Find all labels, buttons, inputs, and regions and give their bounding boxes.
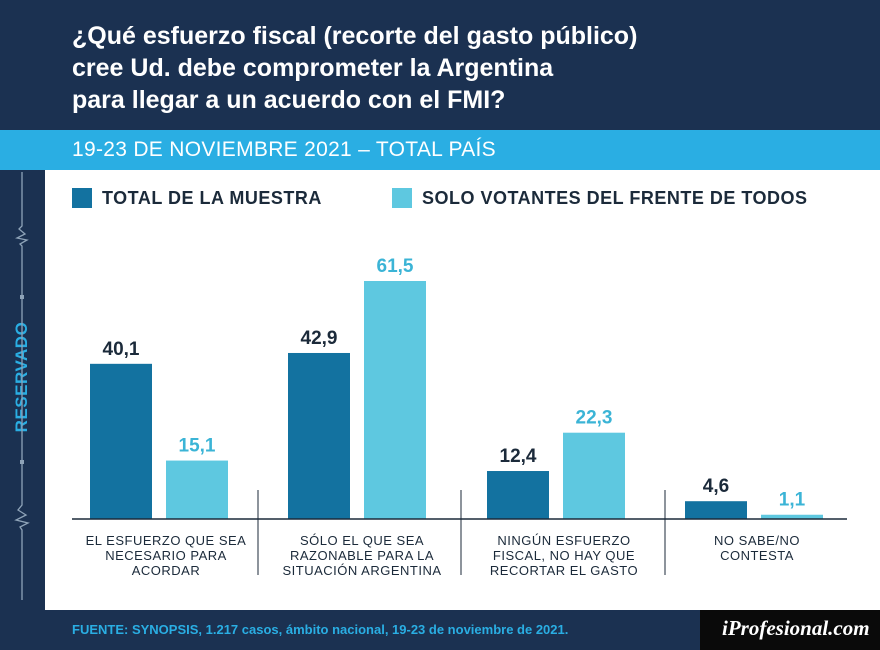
- seismograph-dot: [20, 295, 24, 299]
- bar-value-label: 12,4: [500, 446, 537, 467]
- title-line-3: para llegar a un acuerdo con el FMI?: [72, 86, 506, 114]
- bar-value-label: 42,9: [301, 328, 338, 349]
- category-label: SÓLO EL QUE SEA: [300, 533, 424, 548]
- category-label: CONTESTA: [720, 548, 794, 563]
- seismograph-decoration: [14, 172, 30, 600]
- source-note: FUENTE: SYNOPSIS, 1.217 casos, ámbito na…: [72, 622, 569, 637]
- bar-total: [685, 501, 747, 519]
- category-label: ACORDAR: [132, 563, 201, 578]
- category-label: FISCAL, NO HAY QUE: [493, 548, 635, 563]
- category-label: RECORTAR EL GASTO: [490, 563, 638, 578]
- category-label: SITUACIÓN ARGENTINA: [282, 563, 441, 578]
- bar-value-label: 22,3: [576, 408, 613, 429]
- bar-value-label: 1,1: [779, 490, 806, 511]
- header-band: [0, 0, 880, 130]
- title-line-2: cree Ud. debe comprometer la Argentina: [72, 54, 554, 82]
- bars-group: [90, 281, 823, 519]
- bar-fdt: [364, 281, 426, 519]
- bar-total: [288, 352, 350, 519]
- brand-logo: iProfesional.com: [722, 616, 870, 640]
- seismograph-line: [14, 172, 30, 600]
- chart-title: ¿Qué esfuerzo fiscal (recorte del gasto …: [72, 20, 852, 116]
- legend-swatch-total: [72, 188, 92, 208]
- legend-item-fdt: SOLO VOTANTES DEL FRENTE DE TODOS: [392, 185, 808, 211]
- category-label: EL ESFUERZO QUE SEA: [86, 533, 247, 548]
- category-label: RAZONABLE PARA LA: [290, 548, 434, 563]
- bar-total: [487, 471, 549, 519]
- bar-fdt: [761, 514, 823, 519]
- bar-value-label: 15,1: [179, 436, 216, 457]
- legend-swatch-fdt: [392, 188, 412, 208]
- bar-value-label: 40,1: [103, 339, 140, 360]
- legend-label-fdt: SOLO VOTANTES DEL FRENTE DE TODOS: [422, 187, 808, 208]
- bar-fdt: [563, 432, 625, 519]
- legend-label-total: TOTAL DE LA MUESTRA: [102, 187, 322, 208]
- chart-panel: [45, 170, 880, 610]
- bar-value-label: 61,5: [377, 256, 414, 277]
- logo-box: [700, 610, 880, 650]
- seismograph-dot: [20, 460, 24, 464]
- legend-item-total: TOTAL DE LA MUESTRA: [72, 185, 322, 211]
- bar-total: [90, 363, 152, 519]
- category-label: NECESARIO PARA: [105, 548, 227, 563]
- value-labels-group: 40,1 42,9 12,4 4,6 15,1 61,5 22,3 1,1: [103, 256, 806, 511]
- category-label: NINGÚN ESFUERZO: [497, 533, 630, 548]
- chart-subtitle: 19-23 DE NOVIEMBRE 2021 – TOTAL PAÍS: [72, 138, 496, 161]
- bar-fdt: [166, 460, 228, 519]
- subtitle-band: [0, 130, 880, 170]
- title-line-1: ¿Qué esfuerzo fiscal (recorte del gasto …: [72, 22, 638, 50]
- bar-value-label: 4,6: [703, 476, 729, 497]
- category-label: NO SABE/NO: [714, 533, 800, 548]
